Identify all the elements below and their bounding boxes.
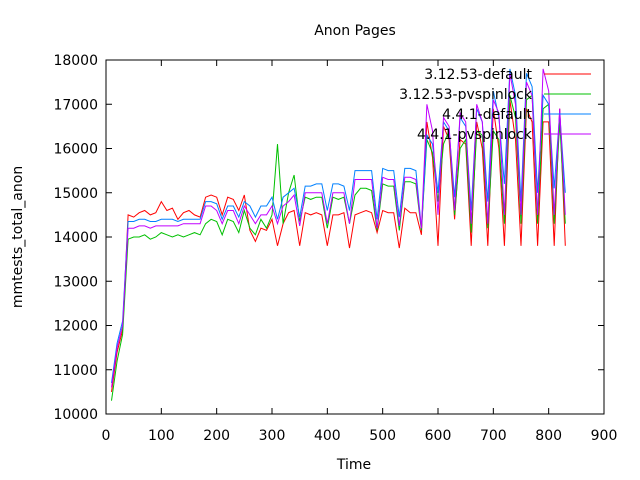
x-tick-label: 500 [369,428,396,444]
x-tick-label: 100 [148,428,175,444]
legend-label-4: 4.4.1-pvspinlock [417,127,533,143]
y-tick-label: 18000 [53,53,98,69]
plot-frame [105,59,605,415]
axis-ticks: 10000 11000 12000 13000 14000 15000 16000 17000… [53,53,617,444]
series-group [111,68,566,401]
y-tick-label: 16000 [53,142,98,158]
y-tick-label: 17000 [53,97,98,113]
y-tick-label: 13000 [53,274,98,290]
legend-label-3: 4.4.1-default [442,107,532,123]
legend-label-2: 3.12.53-pvspinlock [399,87,533,103]
legend: 3.12.53-default 3.12.53-pvspinlock 4.4.1-d… [399,67,591,143]
y-tick-label: 10000 [53,407,98,423]
x-tick-label: 300 [259,428,286,444]
y-tick-label: 14000 [53,230,98,246]
series-line-4 [111,68,566,388]
y-tick-label: 12000 [53,319,98,335]
x-tick-label: 600 [425,428,452,444]
x-tick-label: 400 [314,428,341,444]
x-tick-label: 900 [591,428,618,444]
x-tick-label: 0 [102,428,111,444]
x-tick-label: 800 [535,428,562,444]
legend-label-1: 3.12.53-default [424,67,532,83]
series-line-2 [111,94,566,401]
chart-title: Anon Pages [314,23,396,39]
y-tick-label: 11000 [53,363,98,379]
x-tick-label: 700 [480,428,507,444]
series-line-1 [111,99,566,392]
y-axis-label: mmtests_total_anon [10,166,26,308]
x-tick-label: 200 [203,428,230,444]
y-tick-label: 15000 [53,186,98,202]
x-axis-label: Time [336,457,371,473]
series-line-3 [111,68,566,384]
